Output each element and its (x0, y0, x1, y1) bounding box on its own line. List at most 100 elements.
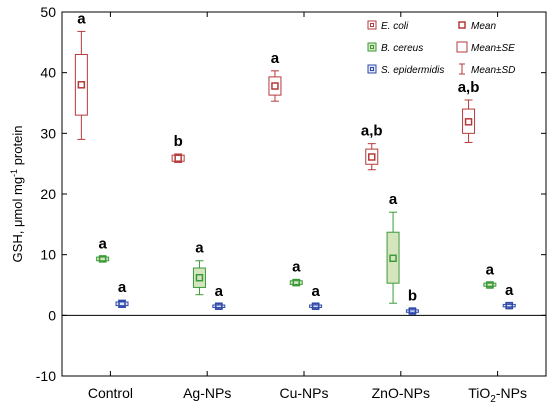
mean-marker (292, 278, 301, 287)
significance-letter: a (292, 259, 301, 276)
legend-label: E. coli (381, 21, 409, 32)
legend-swatch (367, 42, 377, 52)
mean-marker (408, 307, 417, 315)
y-axis-label-tail: protein (10, 126, 25, 169)
box-e-coli-zno-nps: a,b (361, 123, 383, 171)
box-s-epidermidis-cu-nps: a (309, 283, 323, 310)
significance-letter: a (389, 191, 398, 208)
x-tick-label: Cu-NPs (279, 385, 328, 401)
se-box (212, 304, 226, 308)
box-b-cereus-tio2-nps: a (483, 262, 497, 289)
mean-marker (271, 82, 279, 90)
mean-marker (505, 301, 513, 310)
se-box (171, 154, 185, 162)
significance-letter: a (215, 283, 224, 300)
box-s-epidermidis-ag-nps: a (212, 283, 226, 310)
significance-letter: a,b (458, 79, 480, 96)
mean-marker (174, 154, 182, 162)
se-box (74, 53, 88, 116)
legend-mean-marker (458, 21, 466, 29)
y-tick-label: 30 (40, 125, 56, 141)
y-axis-label: GSH, μmol mg-1 protein (9, 126, 25, 263)
legend-swatch (367, 20, 377, 30)
y-tick-label: 0 (48, 307, 56, 323)
significance-letter: a (195, 240, 204, 257)
se-box (96, 256, 110, 262)
box-b-cereus-zno-nps: a (386, 191, 400, 304)
y-axis-label-sup: -1 (9, 169, 19, 177)
box-s-epidermidis-control: a (115, 279, 129, 308)
legend-swatch-dot (370, 67, 374, 71)
box-b-cereus-ag-nps: a (192, 240, 206, 296)
mean-marker (215, 302, 223, 310)
se-box (405, 309, 419, 313)
x-tick-label-main: ZnO-NPs (372, 385, 430, 401)
se-box (309, 304, 323, 308)
significance-letter: a (486, 262, 495, 279)
mean-marker (77, 81, 86, 89)
y-axis-label-main: GSH, μmol mg (10, 177, 25, 263)
x-tick-label-main: Cu-NPs (279, 385, 328, 401)
legend-label: B. cereus (381, 43, 423, 54)
significance-letter: b (408, 288, 417, 305)
se-box (268, 76, 282, 96)
significance-letter: a (271, 50, 280, 67)
significance-letter: a (505, 282, 514, 299)
legend-stat-label: Mean (471, 21, 496, 32)
x-tick-label-main: TiO (468, 385, 490, 401)
se-box (483, 282, 497, 287)
box-s-epidermidis-tio2-nps: a (502, 282, 516, 310)
significance-letter: b (174, 133, 183, 150)
mean-marker (311, 302, 320, 310)
y-tick-label: 20 (40, 186, 56, 202)
y-tick-label: -10 (36, 368, 56, 384)
significance-letter: a (311, 283, 320, 300)
mean-marker (389, 254, 397, 263)
se-box (462, 108, 476, 134)
box-e-coli-cu-nps: a (268, 50, 282, 102)
legend-swatch (367, 64, 377, 74)
se-box (192, 267, 206, 288)
mean-marker (118, 300, 126, 308)
se-box (289, 280, 303, 285)
legend: E. coli B. cereus S. epidermidis Mean Mean±S… (367, 20, 515, 76)
box-b-cereus-cu-nps: a (289, 259, 303, 287)
se-box (365, 148, 379, 165)
box-e-coli-tio2-nps: a,b (458, 79, 480, 143)
x-tick-label: Control (88, 385, 133, 401)
mean-marker (486, 281, 494, 289)
legend-swatch-dot (370, 23, 374, 27)
y-tick-label: 50 (40, 4, 56, 20)
x-tick-label: Ag-NPs (183, 385, 231, 401)
significance-letter: a (98, 235, 107, 252)
mean-marker (195, 273, 204, 282)
axes: -10 0 10 20 30 40 50 GSH, μmol mg-1 protein Cont… (9, 4, 546, 405)
significance-letter: a (118, 279, 127, 296)
x-tick-label: TiO2-NPs (468, 385, 527, 405)
box-e-coli-control: a (74, 10, 88, 140)
x-tick-label-main: Ag-NPs (183, 385, 231, 401)
y-tick-label: 10 (40, 247, 56, 263)
se-box (115, 301, 129, 307)
x-tick-label-sub: 2 (490, 394, 496, 405)
x-tick-label: ZnO-NPs (372, 385, 430, 401)
significance-letter: a (77, 10, 86, 27)
mean-marker (98, 255, 107, 263)
legend-label: S. epidermidis (381, 65, 444, 76)
box-s-epidermidis-zno-nps: b (405, 288, 419, 315)
se-box (502, 303, 516, 308)
se-box (386, 231, 400, 284)
significance-letter: a,b (361, 123, 383, 140)
x-tick-label-main: Control (88, 385, 133, 401)
legend-se-box (456, 41, 468, 53)
mean-marker (464, 118, 473, 126)
legend-swatch-dot (370, 45, 374, 49)
legend-stat-label: Mean±SD (471, 65, 515, 76)
legend-stat-label: Mean±SE (471, 43, 515, 54)
x-tick-label-tail: -NPs (496, 385, 527, 401)
mean-marker (368, 153, 376, 161)
box-b-cereus-control: a (96, 235, 110, 263)
y-tick-label: 40 (40, 65, 56, 81)
